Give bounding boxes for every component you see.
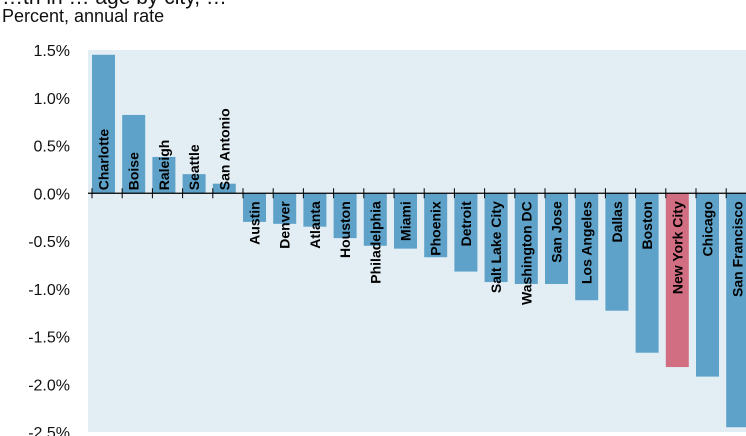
bar xyxy=(575,193,599,301)
bar xyxy=(363,193,387,246)
bar-label: Denver xyxy=(277,201,293,249)
bar-label: San Francisco xyxy=(730,201,746,297)
bar xyxy=(665,193,689,368)
bar-label: Miami xyxy=(398,201,414,241)
y-tick-label: -2.0% xyxy=(28,377,70,394)
bar xyxy=(333,193,357,239)
bar-label: Charlotte xyxy=(96,129,112,191)
y-tick-label: 1.0% xyxy=(34,91,70,108)
bar xyxy=(243,193,266,222)
bar-label: Los Angeles xyxy=(579,201,595,284)
bar-label: San Antonio xyxy=(216,108,232,190)
bar xyxy=(514,193,538,284)
bar xyxy=(726,193,746,428)
bar-label: Houston xyxy=(337,201,353,258)
bar xyxy=(696,193,719,377)
bar xyxy=(454,193,478,272)
bar-label: Seattle xyxy=(186,144,202,190)
bar xyxy=(545,193,568,284)
bar-label: San Jose xyxy=(549,201,565,263)
bar-label: Philadelphia xyxy=(367,201,383,284)
bar-label: Raleigh xyxy=(156,140,172,191)
bar xyxy=(484,193,508,283)
bar xyxy=(424,193,448,258)
bar xyxy=(635,193,659,353)
y-tick-label: 0.0% xyxy=(34,186,70,203)
y-tick-label: 0.5% xyxy=(34,139,70,156)
bar-label: Chicago xyxy=(700,201,716,256)
y-tick-label: -2.5% xyxy=(28,425,70,436)
y-axis: 1.5% 1.0% 0.5% 0.0% -0.5% -1.0% -1.5% -2.0% -2.5… xyxy=(28,43,70,436)
bar xyxy=(152,156,176,194)
bar-label: Salt Lake City xyxy=(488,201,504,293)
chart-subtitle: Percent, annual rate xyxy=(2,6,165,26)
bar xyxy=(122,114,146,194)
bar xyxy=(182,174,206,194)
bar-label: Boise xyxy=(126,152,142,190)
bar-label: New York City xyxy=(669,201,685,294)
bar-label: Dallas xyxy=(609,201,625,242)
y-tick-label: -1.5% xyxy=(28,330,70,347)
y-tick-label: -1.0% xyxy=(28,282,70,299)
bar-label: Phoenix xyxy=(428,201,444,256)
x-axis-ticks xyxy=(91,188,727,199)
bar xyxy=(212,183,236,194)
y-tick-label: 1.5% xyxy=(34,43,70,60)
bar-series xyxy=(92,54,746,428)
bar xyxy=(92,54,115,194)
bar-label: Atlanta xyxy=(307,201,323,249)
bar-label: Boston xyxy=(639,201,655,249)
bar xyxy=(394,193,417,249)
bar-label: Washington DC xyxy=(518,201,534,305)
bar-label: Austin xyxy=(247,201,263,245)
bar xyxy=(273,193,297,224)
chart-title: …th in … age by city, … xyxy=(2,0,227,10)
bar xyxy=(605,193,629,311)
bar-labels: Charlotte Boise Raleigh Seattle San Antonio A… xyxy=(96,108,746,305)
y-tick-label: -0.5% xyxy=(28,234,70,251)
bar xyxy=(303,193,327,227)
bar-label: Detroit xyxy=(458,201,474,246)
